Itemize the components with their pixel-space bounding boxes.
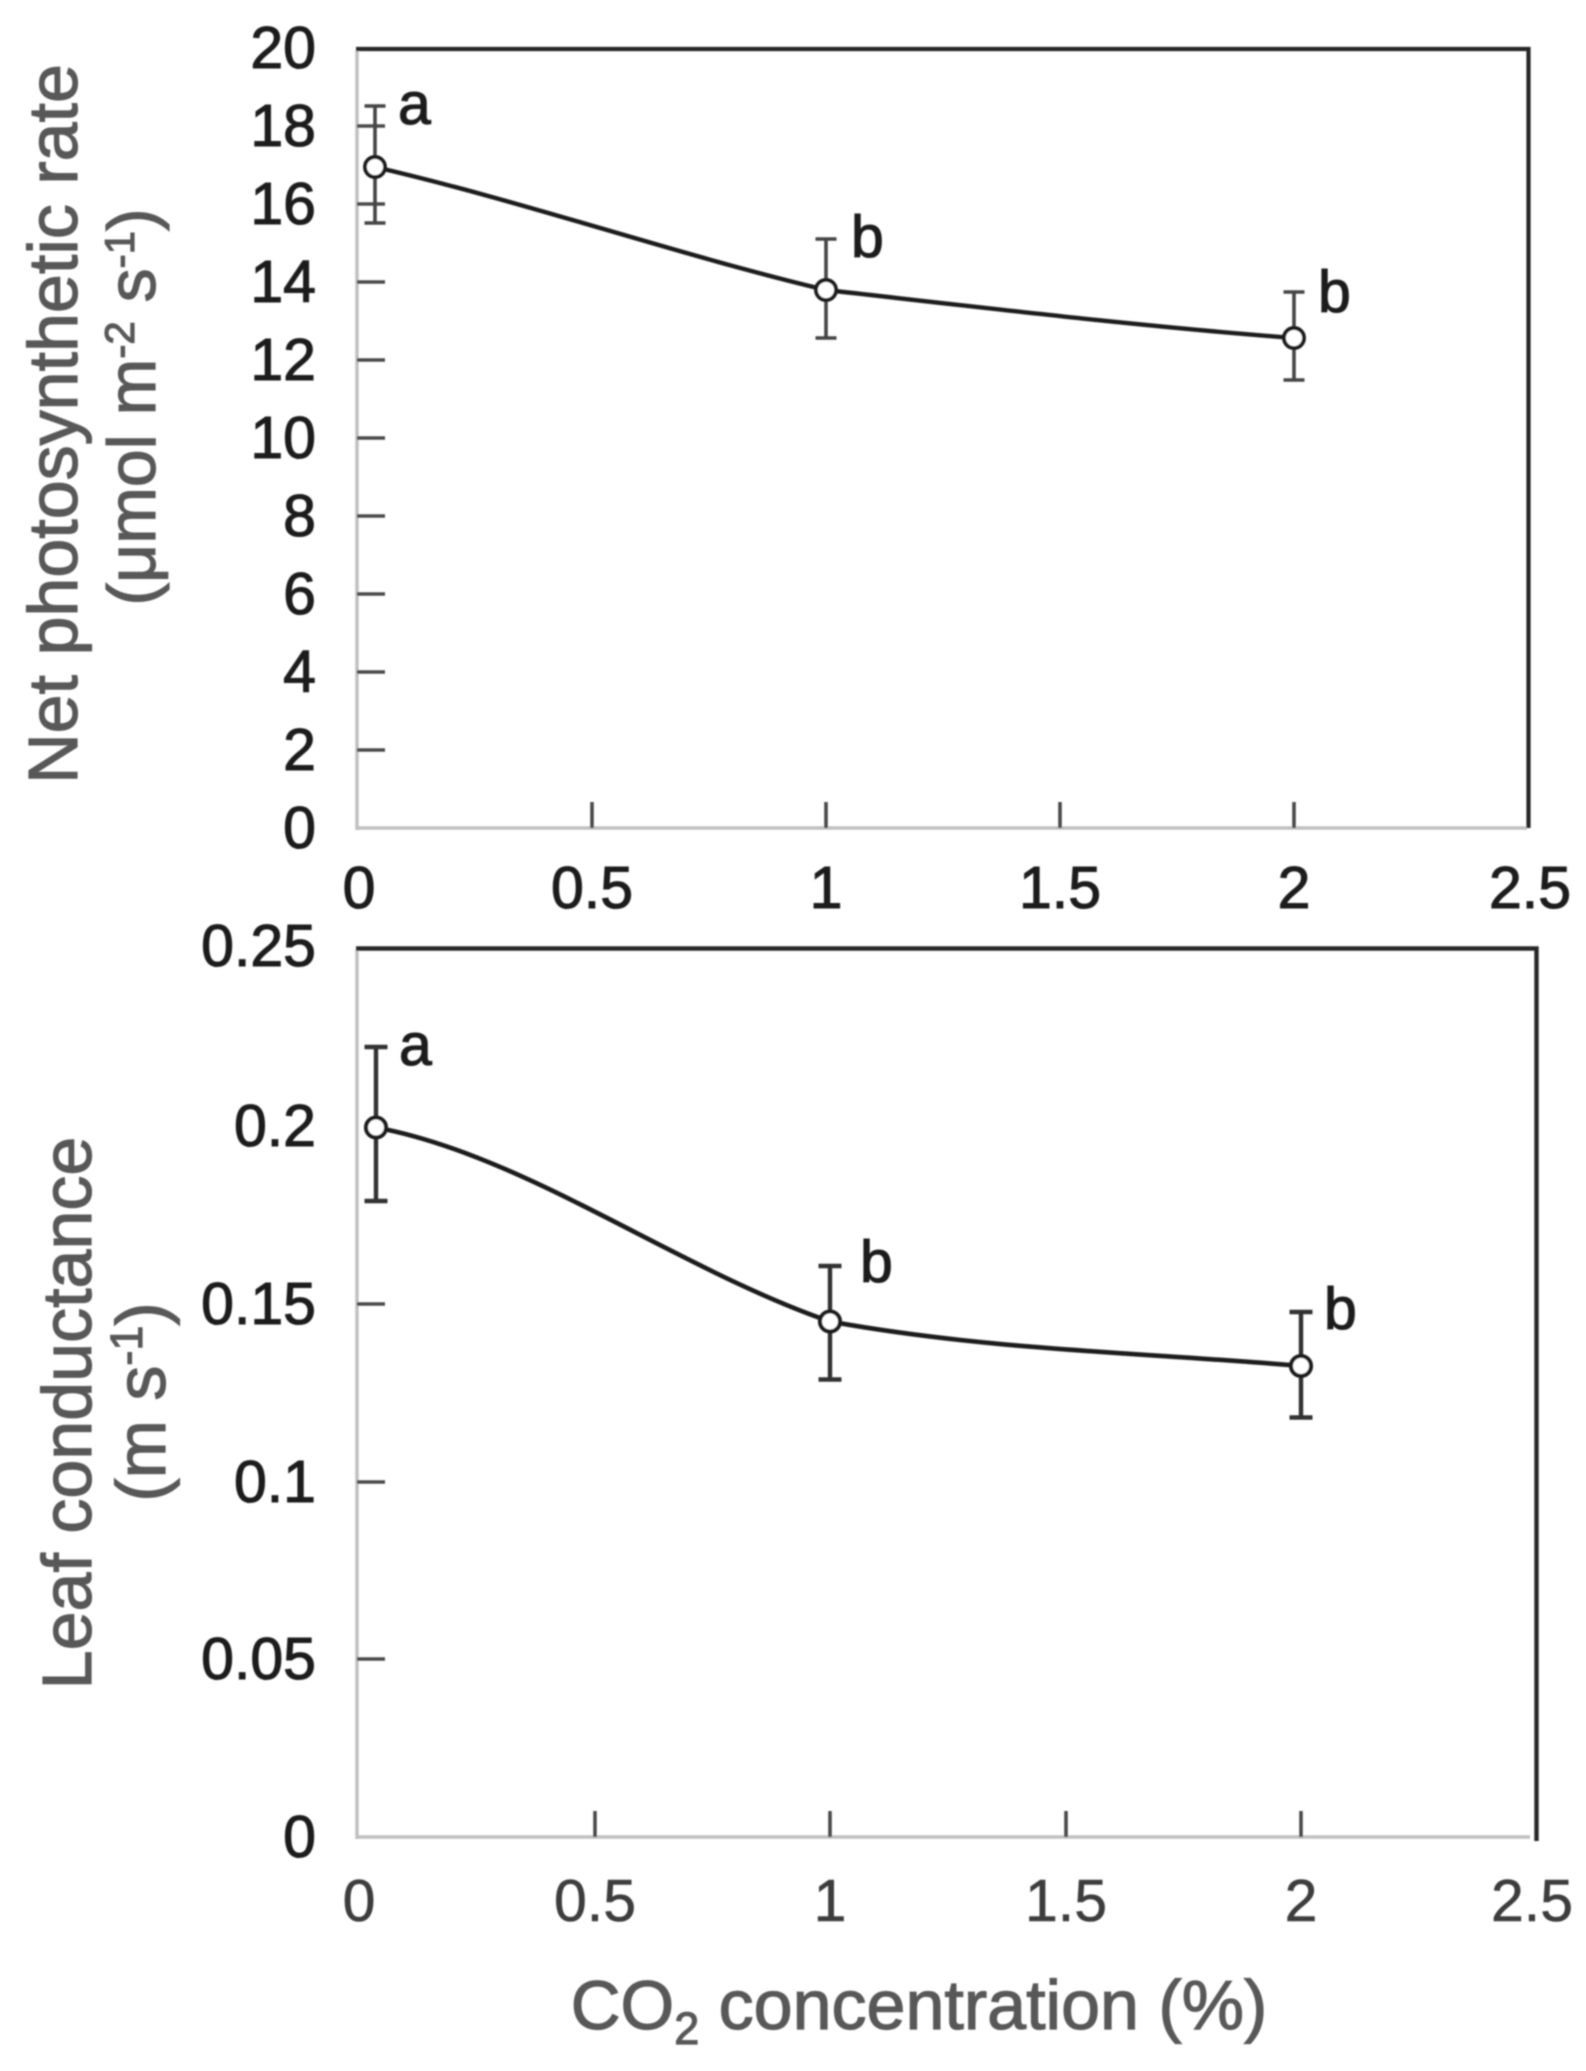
svg-text:b: b <box>1318 259 1351 325</box>
svg-text:2.5: 2.5 <box>1491 1868 1573 1934</box>
svg-text:4: 4 <box>283 639 316 705</box>
svg-text:0: 0 <box>283 795 316 861</box>
svg-text:10: 10 <box>250 405 316 471</box>
svg-text:0.25: 0.25 <box>201 913 316 979</box>
svg-text:18: 18 <box>250 93 316 159</box>
svg-text:6: 6 <box>283 561 316 627</box>
svg-text:0: 0 <box>343 855 376 921</box>
svg-text:1: 1 <box>814 1868 847 1934</box>
svg-text:2: 2 <box>283 717 316 783</box>
svg-text:1: 1 <box>810 855 843 921</box>
svg-text:1.5: 1.5 <box>1019 855 1101 921</box>
svg-text:16: 16 <box>250 171 316 237</box>
svg-text:0.5: 0.5 <box>554 1868 636 1934</box>
svg-text:0: 0 <box>283 1804 316 1870</box>
svg-text:0: 0 <box>343 1868 376 1934</box>
svg-text:Net photosynthetic rate: Net photosynthetic rate <box>14 64 92 784</box>
svg-text:0.1: 0.1 <box>234 1449 316 1515</box>
svg-text:b: b <box>851 204 884 270</box>
svg-text:0.2: 0.2 <box>234 1093 316 1159</box>
svg-text:2: 2 <box>1285 1868 1318 1934</box>
svg-text:2.5: 2.5 <box>1489 855 1571 921</box>
svg-text:a: a <box>399 1012 432 1078</box>
svg-text:Leaf conductance: Leaf conductance <box>28 1137 106 1690</box>
svg-text:8: 8 <box>283 483 316 549</box>
svg-text:a: a <box>398 71 431 137</box>
svg-text:20: 20 <box>250 15 316 81</box>
svg-text:(μmol m-2 s-1): (μmol m-2 s-1) <box>94 208 170 605</box>
svg-text:2: 2 <box>1278 855 1311 921</box>
svg-text:0.15: 0.15 <box>201 1271 316 1337</box>
svg-text:1.5: 1.5 <box>1025 1868 1107 1934</box>
svg-text:14: 14 <box>250 249 316 315</box>
svg-text:0.05: 0.05 <box>201 1626 316 1692</box>
svg-text:b: b <box>1324 1276 1357 1342</box>
svg-text:12: 12 <box>250 327 316 393</box>
svg-text:0.5: 0.5 <box>551 855 633 921</box>
svg-text:b: b <box>860 1229 893 1295</box>
